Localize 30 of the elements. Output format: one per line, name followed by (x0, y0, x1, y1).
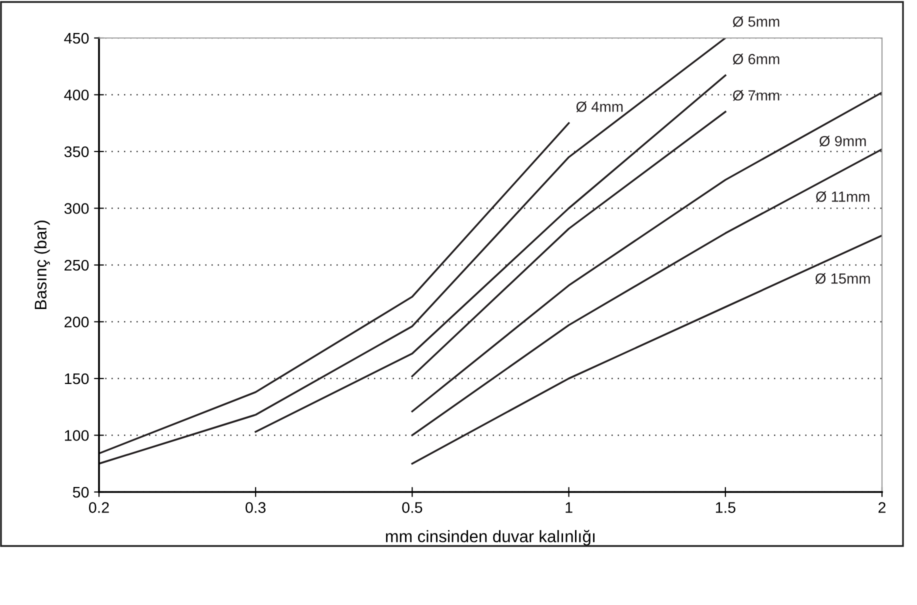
y-tick-label: 250 (64, 260, 89, 271)
y-tick-label: 150 (64, 373, 89, 384)
x-tick-label: 0.5 (402, 502, 422, 513)
x-tick-label: 0.2 (88, 502, 109, 513)
y-tick-label: 450 (64, 32, 89, 44)
line-series (254, 74, 726, 433)
series-label: Ø 15mm (815, 273, 870, 284)
series-label: Ø 11mm (816, 191, 870, 202)
series-label: Ø 6mm (732, 54, 780, 64)
x-tick-label: 1 (566, 502, 572, 513)
y-axis-title: Basınç (bar) (34, 220, 50, 310)
line-series (99, 38, 726, 465)
x-tick-label: 1.5 (716, 502, 736, 513)
y-tick-label: 350 (64, 146, 89, 158)
y-tick-label: 200 (64, 316, 89, 328)
series-label: Ø 9mm (819, 136, 866, 147)
line-series (411, 148, 882, 436)
x-tick-label: 0.3 (246, 502, 266, 513)
x-tick-label: 2 (878, 502, 886, 513)
y-tick-label: 100 (64, 430, 89, 441)
y-tick-label: 400 (64, 90, 89, 100)
x-axis-title: mm cinsinden duvar kalınlığı (386, 530, 595, 546)
line-series (411, 234, 882, 465)
line-series (99, 122, 570, 454)
y-tick-label: 300 (64, 203, 89, 214)
y-tick-label: 50 (72, 486, 89, 498)
series-label: Ø 7mm (732, 90, 780, 101)
line-series (411, 92, 882, 412)
series-label: Ø 4mm (576, 101, 623, 112)
series-label: Ø 5mm (732, 16, 780, 28)
